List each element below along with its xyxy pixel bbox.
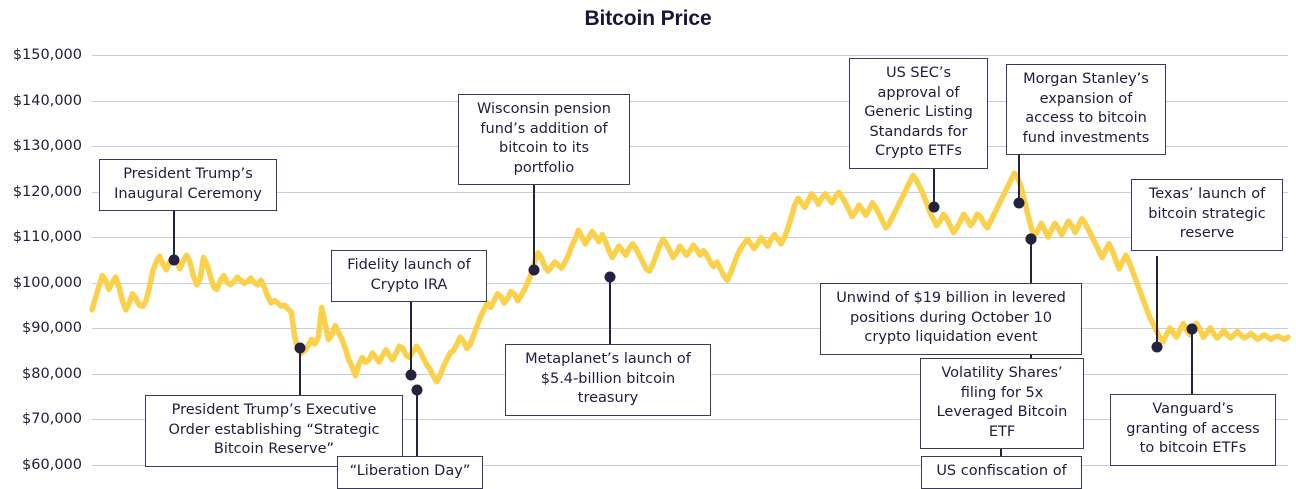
bitcoin-price-line: [89, 170, 1291, 385]
annotation-marker-dot[interactable]: [1013, 197, 1025, 209]
annotation-label-line: crypto liquidation event: [864, 329, 1038, 345]
annotation-leader-line: [609, 277, 611, 345]
annotation-trump-inaugural-ceremony[interactable]: President Trump’s Inaugural Ceremony: [99, 159, 277, 211]
annotation-label-line: Metaplanet’s launch of: [525, 351, 691, 367]
annotation-us-sec-generic-listing-standards[interactable]: US SEC’s approval of Generic Listing Standa…: [849, 58, 988, 169]
annotation-marker-dot[interactable]: [411, 384, 423, 396]
annotation-marker-dot[interactable]: [1151, 341, 1163, 353]
gridline: [92, 100, 1288, 102]
annotation-label-line: Vanguard’s: [1152, 401, 1234, 417]
gridline: [92, 237, 1288, 238]
annotation-leader-line: [1191, 329, 1193, 395]
annotation-leader-line: [533, 184, 535, 271]
y-axis-tick-label: $120,000: [12, 183, 82, 200]
price-line-series: [89, 170, 1291, 385]
annotation-leader-line: [173, 207, 175, 262]
annotation-label-line: “Liberation Day”: [349, 463, 471, 479]
annotation-label-line: ETF: [988, 423, 1016, 440]
annotation-leader-line: [1018, 152, 1020, 204]
annotation-label-line: fund investments: [1022, 129, 1150, 146]
annotation-label-line: Leveraged Bitcoin: [936, 404, 1068, 420]
annotation-wisconsin-pension-fund-bitcoin[interactable]: Wisconsin pension fund’s addition of bitco…: [458, 94, 630, 185]
annotation-unwind-19-billion-levered-positions[interactable]: Unwind of $19 billion in levered position…: [820, 283, 1082, 355]
annotation-morgan-stanley-bitcoin-fund-access[interactable]: Morgan Stanley’s expansion of access to bi…: [1006, 64, 1166, 155]
annotation-fidelity-launch-crypto-ira[interactable]: Fidelity launch of Crypto IRA: [331, 250, 487, 302]
gridline: [92, 282, 1288, 284]
annotation-label-line: US SEC’s: [885, 65, 952, 81]
annotation-label-line: bitcoin strategic: [1148, 205, 1266, 222]
annotation-liberation-day[interactable]: “Liberation Day”: [337, 456, 483, 489]
gridline: [92, 419, 1288, 420]
annotation-metaplanet-bitcoin-treasury[interactable]: Metaplanet’s launch of $5.4-billion bitco…: [505, 344, 711, 416]
annotation-label-line: President Trump’s Executive: [171, 402, 377, 418]
annotation-texas-bitcoin-strategic-reserve[interactable]: Texas’ launch of bitcoin strategic reserve: [1131, 179, 1283, 251]
annotation-leader-line: [299, 348, 301, 396]
annotation-leader-line: [1156, 256, 1158, 348]
annotation-label-line: filing for 5x: [960, 384, 1044, 401]
annotation-marker-dot[interactable]: [1186, 323, 1198, 335]
annotation-marker-dot[interactable]: [604, 271, 616, 283]
y-axis-tick-label: $80,000: [22, 365, 82, 382]
annotation-label-line: Unwind of $19 billion in levered: [836, 290, 1066, 306]
annotation-label-line: access to bitcoin: [1025, 110, 1147, 126]
annotation-label-line: Crypto IRA: [370, 276, 448, 293]
gridline: [92, 146, 1288, 147]
annotation-label-line: US confiscation of: [936, 463, 1067, 479]
annotation-label-line: treasury: [577, 390, 639, 406]
annotation-label-line: Order establishing “Strategic: [168, 421, 380, 438]
annotation-label-line: bitcoin to its: [498, 140, 590, 156]
annotation-label-line: $5.4-billion bitcoin: [540, 370, 676, 387]
y-axis-tick-label: $60,000: [22, 456, 82, 473]
annotation-label-line: expansion of: [1039, 90, 1133, 107]
y-axis-tick-label: $140,000: [12, 92, 82, 109]
annotation-trump-executive-order-strategic-bitcoin-reserve[interactable]: President Trump’s Executive Order establi…: [145, 395, 403, 467]
annotation-label-line: fund’s addition of: [480, 120, 608, 137]
annotation-marker-dot[interactable]: [928, 201, 940, 213]
annotation-marker-dot[interactable]: [168, 254, 180, 266]
annotation-leader-line: [416, 390, 418, 457]
annotation-marker-dot[interactable]: [528, 264, 540, 276]
annotation-label-line: Wisconsin pension: [477, 101, 611, 117]
y-axis-tick-label: $70,000: [22, 411, 82, 427]
annotation-label-line: Morgan Stanley’s: [1023, 71, 1149, 87]
annotation-label-line: Generic Listing: [864, 104, 973, 120]
annotation-leader-line: [410, 297, 412, 376]
annotation-label-line: Standards for: [869, 123, 968, 140]
annotation-leader-line: [1000, 440, 1002, 458]
annotation-marker-dot[interactable]: [294, 342, 306, 354]
y-axis-tick-label: $100,000: [12, 274, 82, 291]
annotation-label-line: Bitcoin Reserve”: [213, 441, 335, 457]
annotation-label-line: Volatility Shares’: [941, 365, 1063, 381]
page-title: Bitcoin Price: [584, 7, 712, 30]
annotation-label-line: approval of: [877, 84, 960, 101]
annotation-label-line: Crypto ETFs: [875, 143, 962, 159]
y-axis-tick-label: $130,000: [12, 138, 82, 154]
annotation-marker-dot[interactable]: [405, 369, 417, 381]
gridline: [92, 55, 1288, 56]
annotation-vanguard-bitcoin-etf-access[interactable]: Vanguard’s granting of access to bitcoin E…: [1110, 394, 1276, 466]
annotation-label-line: positions during October 10: [849, 309, 1053, 326]
annotation-label-line: to bitcoin ETFs: [1139, 440, 1247, 456]
annotation-leader-line: [933, 166, 935, 208]
annotation-marker-dot[interactable]: [1025, 233, 1037, 245]
gridline: [92, 328, 1288, 329]
y-axis-tick-label: $110,000: [12, 229, 82, 245]
annotation-volatility-shares-5x-leveraged-etf[interactable]: Volatility Shares’ filing for 5x Leveraged…: [920, 358, 1084, 449]
annotation-label-line: Texas’ launch of: [1148, 186, 1266, 202]
y-axis-tick-label: $90,000: [22, 320, 82, 336]
annotation-label-line: portfolio: [513, 159, 575, 176]
gridline: [92, 464, 1288, 466]
annotation-label-line: reserve: [1179, 225, 1235, 241]
annotation-label-line: Inaugural Ceremony: [114, 185, 262, 202]
annotation-label-line: granting of access: [1126, 420, 1260, 437]
gridline: [92, 191, 1288, 193]
annotation-label-line: President Trump’s: [123, 166, 253, 182]
annotation-label-line: Fidelity launch of: [347, 257, 471, 273]
annotation-us-confiscation-of[interactable]: US confiscation of: [921, 456, 1082, 489]
y-axis-tick-label: $150,000: [12, 47, 82, 63]
